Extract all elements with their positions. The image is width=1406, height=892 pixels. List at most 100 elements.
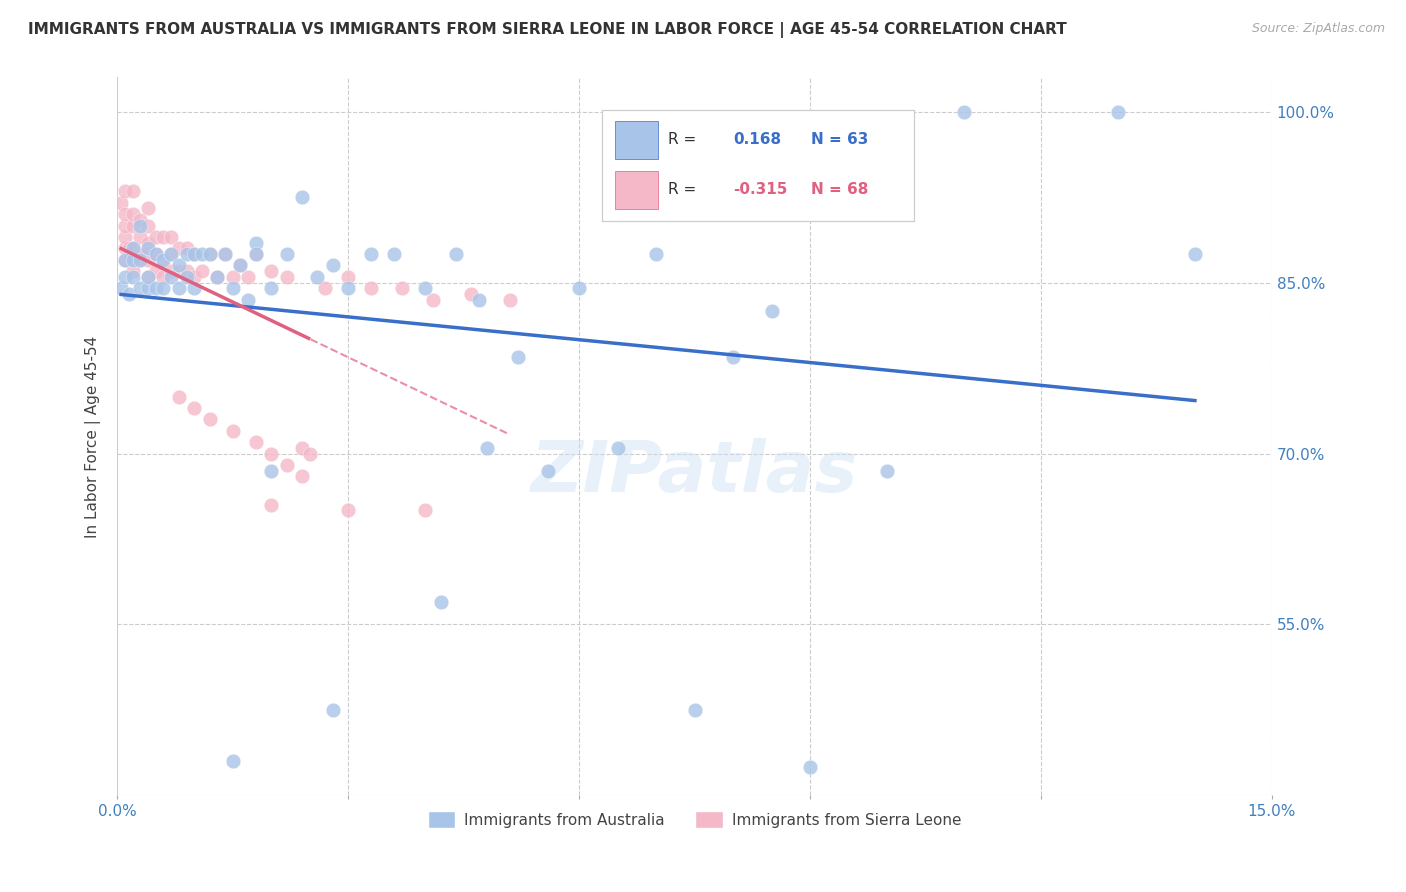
Point <box>207 269 229 284</box>
Point <box>537 464 560 478</box>
Point <box>245 435 267 450</box>
Point <box>145 247 167 261</box>
Point <box>121 241 143 255</box>
Point <box>145 247 167 261</box>
Point <box>121 252 143 267</box>
Point <box>136 281 159 295</box>
Point <box>276 269 298 284</box>
Point <box>499 293 522 307</box>
Point <box>468 293 491 307</box>
Point <box>121 252 143 267</box>
Point <box>245 235 267 250</box>
Point <box>183 401 205 415</box>
Point <box>314 281 336 295</box>
Point <box>129 252 152 267</box>
Point <box>260 264 283 278</box>
Point <box>114 219 136 233</box>
Point <box>183 281 205 295</box>
Point <box>413 281 436 295</box>
Text: ZIPatlas: ZIPatlas <box>531 438 858 507</box>
Point <box>136 219 159 233</box>
Point <box>183 247 205 261</box>
Point <box>118 241 141 255</box>
Point <box>683 703 706 717</box>
Point <box>222 424 245 438</box>
Point <box>276 458 298 472</box>
Point <box>236 269 259 284</box>
Point <box>761 304 783 318</box>
Point <box>236 293 259 307</box>
Point <box>953 104 976 119</box>
Point <box>121 269 143 284</box>
Point <box>152 269 174 284</box>
Point <box>298 446 321 460</box>
Point <box>413 503 436 517</box>
Point <box>198 247 221 261</box>
Point <box>160 264 183 278</box>
Point <box>198 412 221 426</box>
Legend: Immigrants from Australia, Immigrants from Sierra Leone: Immigrants from Australia, Immigrants fr… <box>422 805 967 834</box>
Point <box>121 185 143 199</box>
Point <box>160 247 183 261</box>
Point <box>337 503 360 517</box>
Point <box>260 446 283 460</box>
Point <box>167 281 190 295</box>
Point <box>291 441 314 455</box>
Point <box>167 390 190 404</box>
Point <box>176 269 198 284</box>
Point <box>121 219 143 233</box>
Point <box>337 281 360 295</box>
Point <box>145 230 167 244</box>
Point <box>799 760 821 774</box>
Point <box>160 230 183 244</box>
Point <box>229 259 252 273</box>
Point <box>114 241 136 255</box>
Point <box>291 469 314 483</box>
Point <box>444 247 467 261</box>
Point <box>145 264 167 278</box>
Point <box>145 281 167 295</box>
Point <box>160 269 183 284</box>
Point <box>322 703 344 717</box>
Point <box>1107 104 1129 119</box>
Point <box>214 247 236 261</box>
Point <box>129 281 152 295</box>
Point <box>176 247 198 261</box>
Point <box>260 464 283 478</box>
Point <box>214 247 236 261</box>
Point <box>129 247 152 261</box>
Point <box>191 247 214 261</box>
Point <box>110 195 132 210</box>
Point <box>222 281 245 295</box>
Point <box>276 247 298 261</box>
Point <box>721 350 744 364</box>
Point <box>391 281 413 295</box>
Point <box>245 247 267 261</box>
Point <box>183 247 205 261</box>
Point <box>475 441 498 455</box>
Point <box>606 441 628 455</box>
Point <box>152 252 174 267</box>
Point <box>114 207 136 221</box>
Point <box>568 281 591 295</box>
Point <box>110 281 132 295</box>
Point <box>198 247 221 261</box>
Point <box>183 269 205 284</box>
Point <box>136 241 159 255</box>
Point <box>360 281 382 295</box>
Point <box>167 241 190 255</box>
Text: IMMIGRANTS FROM AUSTRALIA VS IMMIGRANTS FROM SIERRA LEONE IN LABOR FORCE | AGE 4: IMMIGRANTS FROM AUSTRALIA VS IMMIGRANTS … <box>28 22 1067 38</box>
Point <box>114 269 136 284</box>
Point <box>307 269 329 284</box>
Point <box>1184 247 1206 261</box>
Point <box>136 252 159 267</box>
Point <box>322 259 344 273</box>
Point <box>245 247 267 261</box>
Point <box>114 230 136 244</box>
Point <box>460 287 482 301</box>
Point <box>229 259 252 273</box>
Point <box>429 595 451 609</box>
Point <box>167 259 190 273</box>
Point <box>129 219 152 233</box>
Point <box>645 247 668 261</box>
